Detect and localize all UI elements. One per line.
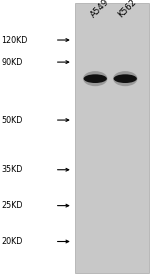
Text: 50KD: 50KD bbox=[2, 116, 23, 124]
Ellipse shape bbox=[113, 71, 137, 86]
Text: 120KD: 120KD bbox=[2, 36, 28, 44]
Bar bbox=[75, 3, 148, 273]
Text: K562: K562 bbox=[117, 0, 139, 19]
Ellipse shape bbox=[83, 71, 107, 86]
Text: 90KD: 90KD bbox=[2, 58, 23, 67]
Text: A549: A549 bbox=[89, 0, 111, 19]
Text: 35KD: 35KD bbox=[2, 165, 23, 174]
Ellipse shape bbox=[114, 74, 137, 83]
Text: 20KD: 20KD bbox=[2, 237, 23, 246]
Text: 25KD: 25KD bbox=[2, 201, 23, 210]
Ellipse shape bbox=[84, 74, 107, 83]
